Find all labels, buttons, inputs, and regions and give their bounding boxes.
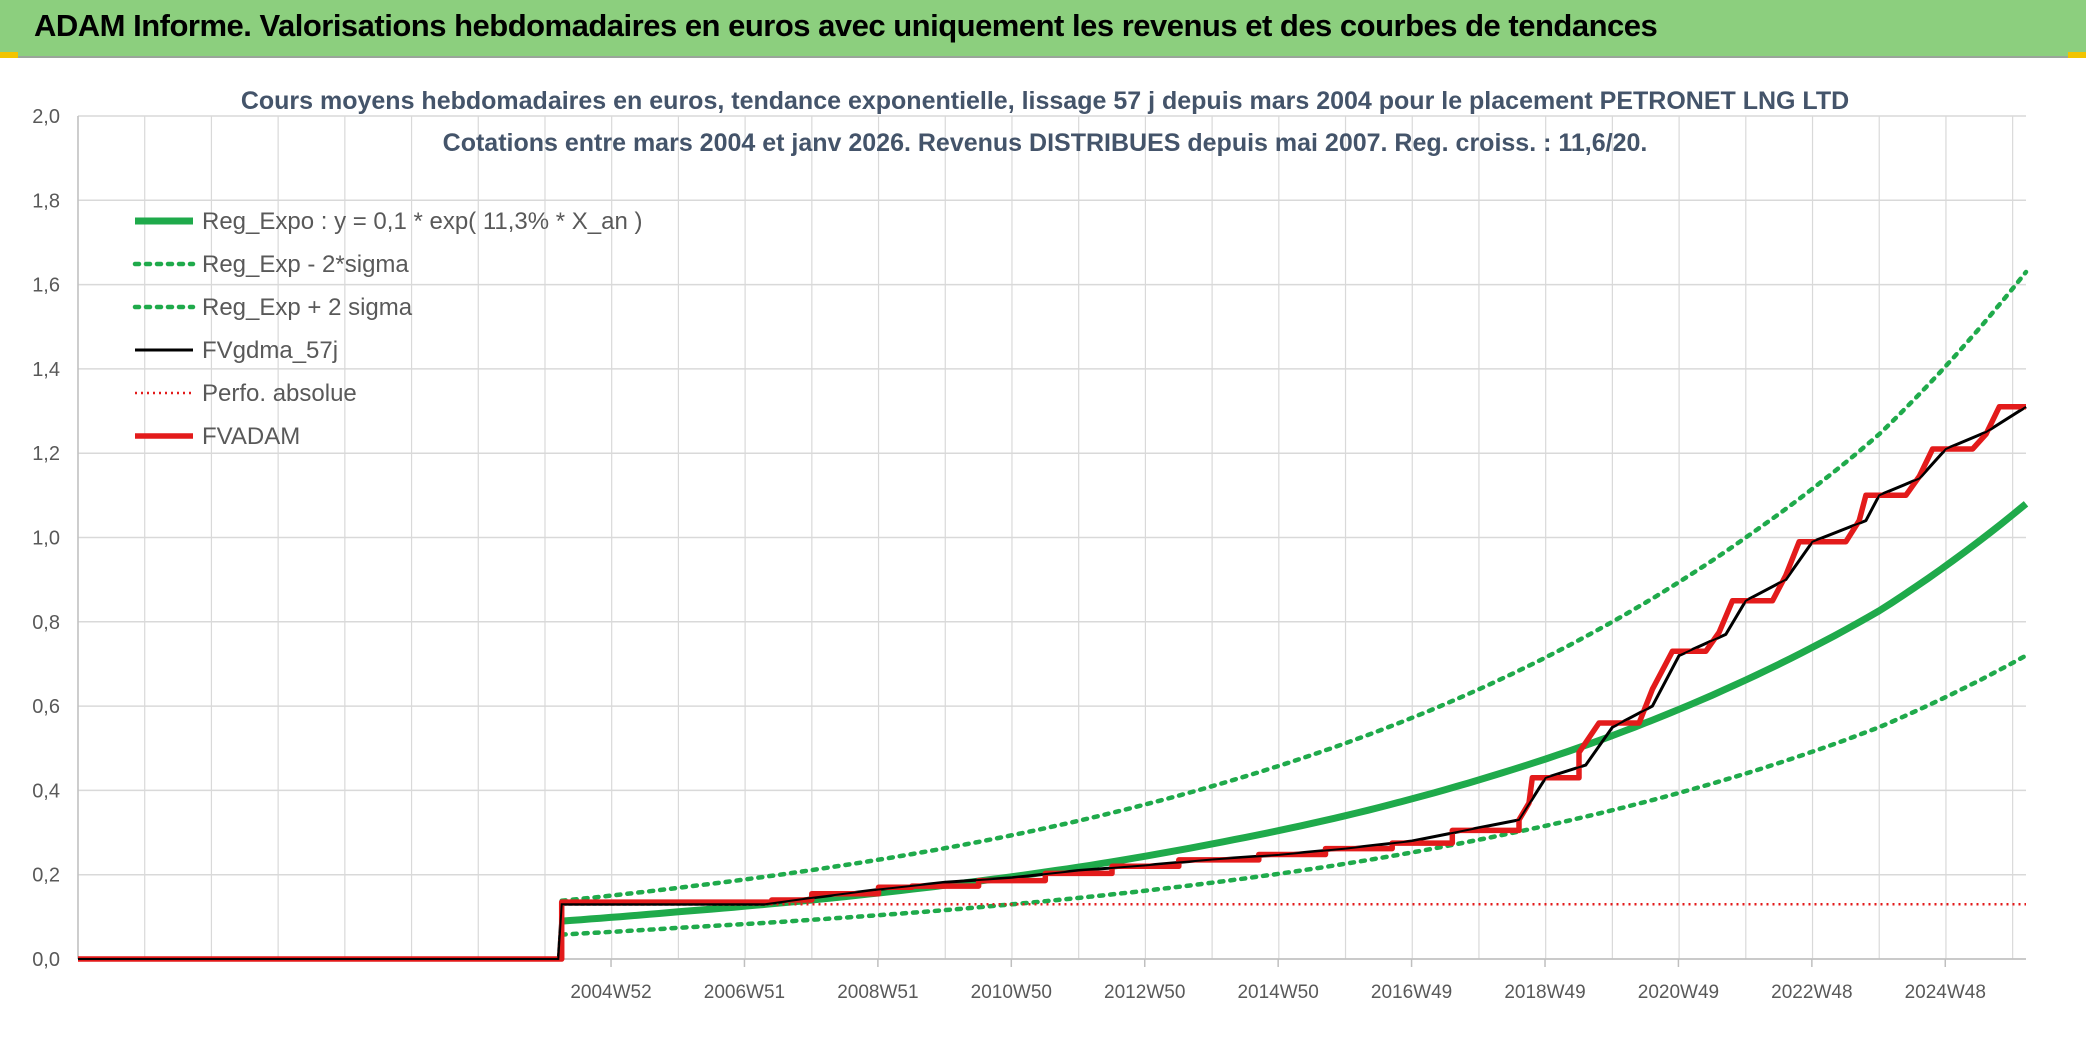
series-line-1 — [561, 501, 2029, 925]
x-axis-ticks: 2004W52 2006W51 2008W51 2010W50 2012W50 2014W… — [570, 959, 1986, 1003]
y-tick-label: 0,6 — [32, 696, 60, 718]
y-tick-label: 1,0 — [32, 528, 60, 550]
y-tick-label: 1,8 — [32, 190, 60, 212]
x-tick-label: 2022W48 — [1771, 982, 1852, 1003]
x-tick-label: 2012W50 — [1104, 982, 1185, 1003]
y-tick-label: 1,4 — [32, 359, 60, 381]
chart-svg: Cours moyens hebdomadaires en euros, ten… — [32, 87, 2029, 1003]
x-tick-label: 2016W49 — [1371, 982, 1452, 1003]
y-tick-label: 0,2 — [32, 865, 60, 887]
chart-title: Cours moyens hebdomadaires en euros, ten… — [241, 87, 1849, 115]
report-banner: ADAM Informe. Valorisations hebdomadaire… — [0, 0, 2086, 58]
chart-subtitle: Cotations entre mars 2004 et janv 2026. … — [443, 129, 1648, 157]
y-axis-ticks: 0,0 0,2 0,4 0,6 0,8 1,0 1,2 1,4 1,6 1,8 2,0 — [32, 106, 60, 971]
corner-marker-left — [0, 52, 18, 58]
x-tick-label: 2020W49 — [1638, 982, 1719, 1003]
grid-lines — [77, 115, 2026, 960]
x-tick-label: 2010W50 — [971, 982, 1052, 1003]
x-tick-label: 2014W50 — [1237, 982, 1318, 1003]
legend-label: Reg_Expo : y = 0,1 * exp( 11,3% * X_an ) — [202, 208, 642, 235]
x-tick-label: 2008W51 — [837, 982, 918, 1003]
series-line-5 — [78, 902, 2026, 961]
legend-label: FVgdma_57j — [202, 337, 338, 364]
legend-label: Reg_Exp - 2*sigma — [202, 251, 409, 278]
legend: Reg_Expo : y = 0,1 * exp( 11,3% * X_an )… — [132, 208, 642, 450]
series-layer — [78, 269, 2029, 962]
y-tick-label: 0,0 — [32, 949, 60, 971]
x-tick-label: 2004W52 — [570, 982, 651, 1003]
report-title: ADAM Informe. Valorisations hebdomadaire… — [34, 8, 1658, 43]
chart-area: Cours moyens hebdomadaires en euros, ten… — [0, 58, 2086, 1038]
legend-label: Perfo. absolue — [202, 380, 357, 407]
series-line-fvgdma-overlay — [78, 405, 2027, 960]
y-tick-label: 1,6 — [32, 275, 60, 297]
series-line-2 — [559, 653, 2029, 937]
y-tick-label: 0,4 — [32, 780, 60, 802]
legend-label: Reg_Exp + 2 sigma — [202, 294, 413, 321]
x-tick-label: 2018W49 — [1504, 982, 1585, 1003]
corner-marker-right — [2068, 52, 2086, 58]
legend-label: FVADAM — [202, 423, 300, 450]
x-tick-label: 2006W51 — [704, 982, 785, 1003]
series-line-3 — [559, 269, 2029, 904]
y-tick-label: 0,8 — [32, 612, 60, 634]
y-tick-label: 2,0 — [32, 106, 60, 128]
x-tick-label: 2024W48 — [1905, 982, 1986, 1003]
y-tick-label: 1,2 — [32, 443, 60, 465]
